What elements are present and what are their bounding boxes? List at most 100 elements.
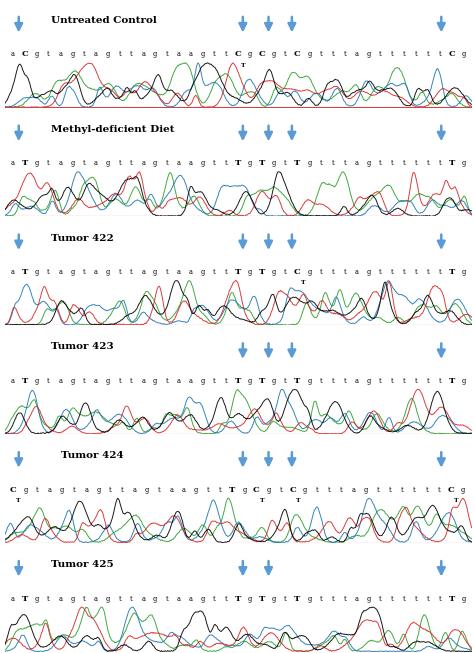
Text: g: g — [461, 268, 465, 276]
Text: T: T — [454, 498, 459, 503]
Text: Tumor 423: Tumor 423 — [51, 342, 114, 351]
Text: g: g — [248, 159, 252, 167]
Text: t: t — [130, 268, 133, 276]
Text: t: t — [438, 268, 441, 276]
Text: C: C — [235, 50, 242, 58]
Text: a: a — [58, 159, 63, 167]
Text: t: t — [284, 595, 287, 603]
Text: g: g — [248, 50, 252, 58]
Text: a: a — [169, 486, 173, 494]
Text: t: t — [425, 486, 428, 494]
Text: t: t — [73, 486, 75, 494]
Text: T: T — [448, 595, 455, 603]
Text: g: g — [366, 595, 371, 603]
Text: a: a — [48, 486, 52, 494]
Text: g: g — [153, 377, 157, 385]
Text: t: t — [130, 595, 133, 603]
Text: a: a — [355, 595, 359, 603]
Text: a: a — [355, 377, 359, 385]
Text: t: t — [225, 377, 228, 385]
Text: T: T — [235, 268, 241, 276]
Text: t: t — [118, 50, 121, 58]
Text: T: T — [296, 498, 301, 503]
Text: a: a — [133, 486, 137, 494]
Text: T: T — [259, 268, 265, 276]
Text: t: t — [47, 268, 50, 276]
Text: t: t — [213, 377, 216, 385]
Text: Tumor 425: Tumor 425 — [51, 560, 114, 569]
Text: g: g — [60, 486, 64, 494]
Text: Tumor 424: Tumor 424 — [61, 451, 123, 460]
Text: g: g — [106, 377, 110, 385]
Text: t: t — [415, 50, 417, 58]
Text: t: t — [83, 50, 85, 58]
Text: T: T — [259, 595, 265, 603]
Text: a: a — [177, 377, 181, 385]
Text: t: t — [166, 50, 168, 58]
Text: g: g — [366, 50, 371, 58]
Text: T: T — [260, 498, 264, 503]
Text: t: t — [403, 50, 405, 58]
Text: g: g — [242, 486, 246, 494]
Text: T: T — [294, 159, 301, 167]
Text: t: t — [284, 268, 287, 276]
Text: t: t — [401, 486, 404, 494]
Text: T: T — [294, 377, 301, 385]
Text: t: t — [403, 268, 405, 276]
Text: g: g — [272, 159, 276, 167]
Text: t: t — [130, 50, 133, 58]
Text: t: t — [344, 595, 346, 603]
Text: a: a — [141, 268, 146, 276]
Text: g: g — [106, 595, 110, 603]
Text: t: t — [344, 268, 346, 276]
Text: a: a — [11, 377, 15, 385]
Text: g: g — [70, 50, 74, 58]
Text: t: t — [344, 50, 346, 58]
Text: t: t — [332, 159, 334, 167]
Text: a: a — [94, 595, 98, 603]
Text: g: g — [248, 268, 252, 276]
Text: t: t — [379, 377, 382, 385]
Text: C: C — [294, 268, 301, 276]
Text: T: T — [241, 63, 246, 67]
Text: g: g — [70, 595, 74, 603]
Text: C: C — [447, 486, 455, 494]
Text: g: g — [106, 159, 110, 167]
Text: g: g — [145, 486, 149, 494]
Text: t: t — [438, 595, 441, 603]
Text: g: g — [23, 486, 27, 494]
Text: g: g — [461, 159, 465, 167]
Text: a: a — [141, 595, 146, 603]
Text: g: g — [272, 268, 276, 276]
Text: a: a — [177, 595, 181, 603]
Text: g: g — [35, 595, 39, 603]
Text: a: a — [11, 50, 15, 58]
Text: a: a — [84, 486, 88, 494]
Text: t: t — [320, 268, 322, 276]
Text: t: t — [391, 159, 393, 167]
Text: t: t — [377, 486, 380, 494]
Text: t: t — [427, 595, 429, 603]
Text: T: T — [448, 377, 455, 385]
Text: a: a — [189, 159, 193, 167]
Text: t: t — [166, 159, 168, 167]
Text: C: C — [290, 486, 296, 494]
Text: g: g — [201, 50, 205, 58]
Text: t: t — [47, 377, 50, 385]
Text: t: t — [166, 377, 168, 385]
Text: t: t — [83, 268, 85, 276]
Text: t: t — [415, 159, 417, 167]
Text: t: t — [344, 377, 346, 385]
Text: t: t — [166, 268, 168, 276]
Text: t: t — [158, 486, 161, 494]
Text: t: t — [118, 268, 121, 276]
Text: t: t — [219, 486, 221, 494]
Text: T: T — [22, 377, 28, 385]
Text: t: t — [403, 159, 405, 167]
Text: t: t — [109, 486, 112, 494]
Text: g: g — [366, 377, 371, 385]
Text: t: t — [389, 486, 392, 494]
Text: C: C — [10, 486, 17, 494]
Text: t: t — [213, 159, 216, 167]
Text: a: a — [94, 268, 98, 276]
